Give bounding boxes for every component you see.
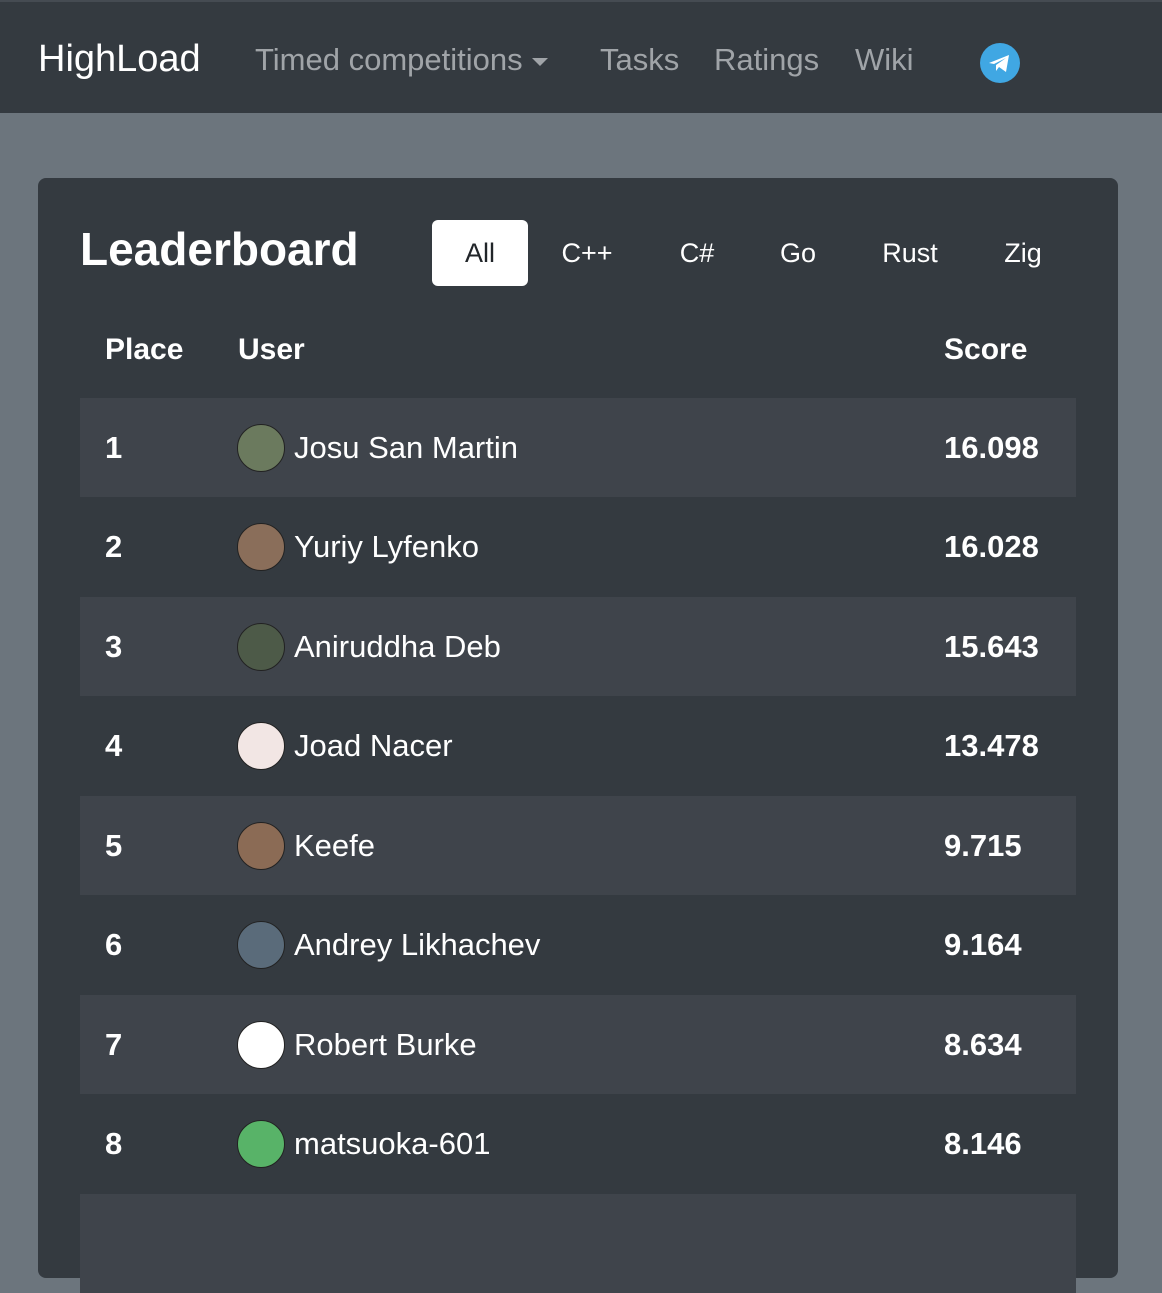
score: 16.028 (944, 529, 1039, 564)
place: 2 (105, 529, 123, 564)
avatar (237, 821, 285, 870)
avatar (237, 921, 285, 969)
place: 4 (105, 728, 123, 763)
nav-link[interactable]: Tasks (600, 42, 680, 77)
table-row (80, 697, 1076, 796)
score: 9.164 (944, 927, 1022, 962)
nav-link[interactable]: Ratings (714, 42, 820, 77)
user-name[interactable]: Joad Nacer (294, 728, 453, 763)
nav-link[interactable]: Timed competitions (255, 42, 549, 78)
avatar (237, 423, 285, 472)
place: 6 (105, 927, 123, 962)
nav-link[interactable]: Wiki (855, 42, 914, 77)
score: 15.643 (944, 628, 1039, 664)
avatar (237, 523, 285, 571)
column-header: Place (105, 333, 184, 366)
score: 16.098 (944, 429, 1039, 465)
score: 13.478 (944, 728, 1039, 763)
score: 8.146 (944, 1126, 1022, 1161)
table-row (80, 1194, 1076, 1293)
avatar (237, 1020, 285, 1069)
tab[interactable]: C++ (561, 238, 613, 268)
place: 8 (105, 1126, 123, 1161)
avatar (237, 622, 285, 671)
tab[interactable]: All (432, 220, 528, 286)
brand[interactable]: HighLoad (38, 38, 201, 80)
user-name[interactable]: Josu San Martin (294, 429, 518, 465)
telegram-icon[interactable] (979, 42, 1021, 84)
user-name[interactable]: Andrey Likhachev (294, 927, 541, 962)
avatar (237, 1120, 285, 1168)
user-name[interactable]: Keefe (294, 827, 376, 863)
place: 1 (105, 429, 123, 465)
navbar: HighLoad Timed competitions Tasks Rating… (0, 0, 1162, 113)
place: 7 (105, 1026, 123, 1062)
column-header: User (238, 333, 305, 366)
dropdown-caret (531, 57, 548, 66)
leaderboard-title: Leaderboard (80, 223, 359, 275)
score: 9.715 (944, 827, 1022, 863)
column-header: Score (944, 333, 1028, 366)
tab[interactable]: Zig (1004, 238, 1042, 268)
user-name[interactable]: Aniruddha Deb (294, 628, 501, 664)
tab[interactable]: C# (679, 238, 715, 268)
user-name[interactable]: Robert Burke (294, 1026, 477, 1062)
score: 8.634 (944, 1026, 1022, 1062)
tab[interactable]: Rust (882, 238, 938, 268)
table-row (80, 398, 1076, 497)
place: 3 (105, 628, 123, 664)
table-row (80, 1095, 1076, 1194)
table-row (80, 796, 1076, 895)
table-row (80, 896, 1076, 995)
table-row (80, 995, 1076, 1094)
tab[interactable]: Go (779, 238, 817, 268)
place: 5 (105, 827, 123, 863)
leaderboard-card (38, 178, 1118, 1278)
table-row (80, 597, 1076, 696)
user-name[interactable]: matsuoka-601 (294, 1126, 491, 1161)
table-row (80, 498, 1076, 597)
nav-link-text: Timed competitions (255, 42, 523, 77)
user-name[interactable]: Yuriy Lyfenko (294, 529, 479, 564)
avatar (237, 722, 285, 770)
